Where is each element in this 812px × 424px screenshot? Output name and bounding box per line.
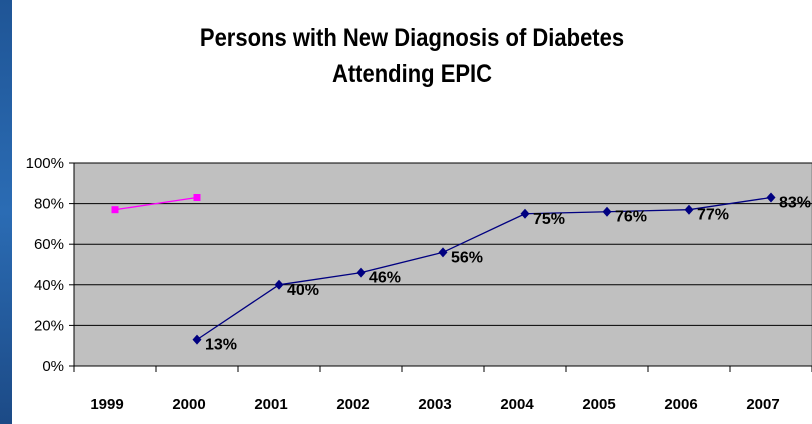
y-tick-label: 40%: [34, 277, 64, 294]
chart-title: Persons with New Diagnosis of Diabetes A…: [12, 20, 812, 92]
data-label: 77%: [697, 207, 729, 224]
x-tick-label: 2001: [254, 396, 287, 413]
data-point-diamond: [438, 247, 448, 258]
data-point-square: [193, 194, 201, 202]
y-tick-label: 0%: [42, 358, 64, 375]
x-tick-label: 2006: [664, 396, 697, 413]
x-tick-label: 2002: [336, 396, 369, 413]
chart-title-line-1: Persons with New Diagnosis of Diabetes: [199, 24, 625, 52]
x-tick-label: 2004: [500, 396, 534, 413]
y-tick-label: 60%: [34, 236, 64, 253]
data-point-diamond: [766, 192, 776, 203]
data-point-diamond: [274, 279, 284, 290]
y-tick-label: 100%: [26, 155, 64, 172]
y-tick-label: 80%: [34, 196, 64, 213]
data-point-diamond: [520, 208, 530, 219]
chart-title-line-2: Attending EPIC: [331, 60, 493, 88]
data-label: 76%: [615, 209, 647, 226]
x-tick-label: 2003: [418, 396, 451, 413]
data-label: 83%: [779, 195, 811, 212]
data-label: 46%: [369, 270, 401, 287]
data-label: 56%: [451, 249, 483, 266]
y-tick-label: 20%: [34, 317, 64, 334]
plot-area: [73, 162, 812, 367]
data-point-diamond: [602, 206, 612, 217]
data-point-diamond: [684, 204, 694, 215]
x-tick-label: 2000: [172, 396, 205, 413]
data-point-diamond: [356, 267, 366, 278]
data-label: 13%: [205, 337, 237, 354]
series-line: [196, 196, 772, 341]
x-tick-label: 2007: [746, 396, 779, 413]
data-label: 75%: [533, 211, 565, 228]
slide-edge-band: [0, 0, 12, 424]
series-line: [114, 196, 198, 211]
data-point-diamond: [192, 334, 202, 345]
x-tick-label: 1999: [90, 396, 123, 413]
data-label: 40%: [287, 282, 319, 299]
x-tick-label: 2005: [582, 396, 615, 413]
data-point-square: [111, 206, 119, 214]
